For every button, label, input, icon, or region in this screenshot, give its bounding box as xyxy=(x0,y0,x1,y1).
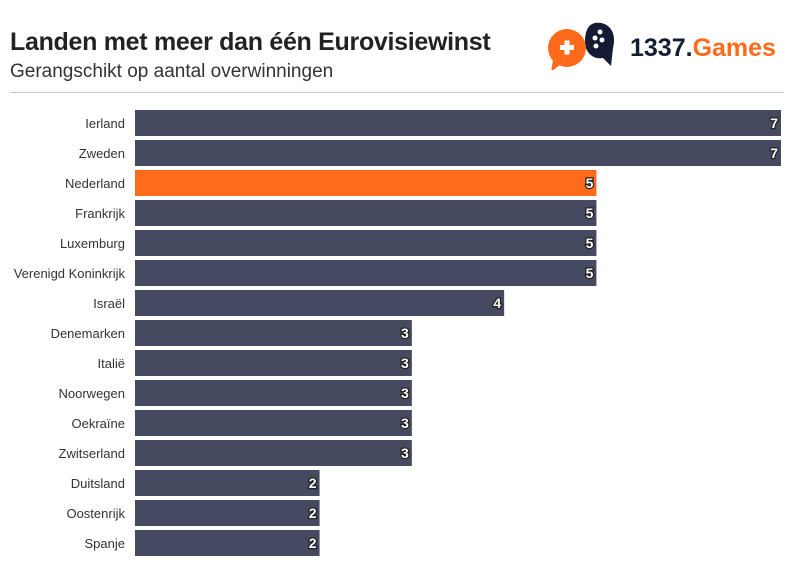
value-label: 2 xyxy=(309,475,317,491)
category-label: Zwitserland xyxy=(59,446,125,461)
bar xyxy=(135,260,597,286)
divider xyxy=(10,92,784,93)
bar xyxy=(135,380,412,406)
value-label: 7 xyxy=(770,145,778,161)
category-label: Frankrijk xyxy=(75,206,125,221)
value-label: 4 xyxy=(493,295,501,311)
value-label: 2 xyxy=(309,535,317,551)
category-label: Ierland xyxy=(85,116,125,131)
value-label: 3 xyxy=(401,325,409,341)
bar xyxy=(135,530,320,556)
value-label: 3 xyxy=(401,385,409,401)
value-label: 5 xyxy=(586,235,594,251)
category-label: Italië xyxy=(98,356,125,371)
gamepad-chat-icon xyxy=(548,22,615,72)
bar xyxy=(135,500,320,526)
bar xyxy=(135,230,597,256)
category-label: Israël xyxy=(93,296,125,311)
category-label: Verenigd Koninkrijk xyxy=(14,266,126,281)
value-label: 7 xyxy=(770,115,778,131)
bar xyxy=(135,470,320,496)
chart-title: Landen met meer dan één Eurovisiewinst xyxy=(10,28,491,56)
bar xyxy=(135,170,597,196)
bar xyxy=(135,140,781,166)
value-label: 3 xyxy=(401,445,409,461)
value-label: 3 xyxy=(401,355,409,371)
category-label: Oostenrijk xyxy=(66,506,125,521)
category-label: Denemarken xyxy=(51,326,125,341)
category-label: Duitsland xyxy=(71,476,125,491)
category-label: Nederland xyxy=(65,176,125,191)
bar xyxy=(135,410,412,436)
bar xyxy=(135,290,505,316)
bar xyxy=(135,440,412,466)
value-label: 5 xyxy=(586,265,594,281)
bar xyxy=(135,320,412,346)
value-label: 3 xyxy=(401,415,409,431)
brand-logo: 1337.Games xyxy=(545,20,785,72)
bar xyxy=(135,200,597,226)
category-label: Oekraïne xyxy=(72,416,125,431)
category-label: Luxemburg xyxy=(60,236,125,251)
brand-name: 1337.Games xyxy=(630,34,776,62)
bar xyxy=(135,350,412,376)
category-label: Noorwegen xyxy=(59,386,126,401)
category-label: Zweden xyxy=(79,146,125,161)
category-label: Spanje xyxy=(85,536,125,551)
value-label: 2 xyxy=(309,505,317,521)
value-label: 5 xyxy=(586,175,594,191)
bar xyxy=(135,110,781,136)
value-label: 5 xyxy=(586,205,594,221)
chart-subtitle: Gerangschikt op aantal overwinningen xyxy=(10,61,334,82)
